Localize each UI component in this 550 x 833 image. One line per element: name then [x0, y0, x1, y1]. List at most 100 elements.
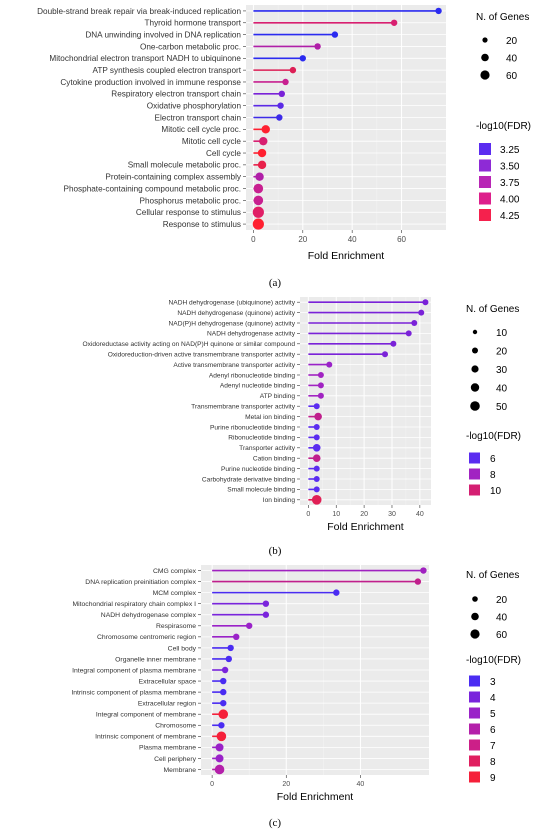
y-tick-label: NAD(P)H dehydrogenase (quinone) activity [169, 320, 296, 327]
y-tick-label: DNA replication preinitiation complex [85, 579, 196, 586]
lollipop-point [253, 195, 264, 206]
y-tick-label: Membrane [164, 767, 197, 774]
lollipop-point [262, 611, 270, 618]
lollipop-point [257, 160, 267, 170]
color-legend-label: 6 [490, 725, 496, 736]
lollipop-point [214, 764, 225, 775]
color-legend-swatch [469, 452, 480, 464]
chart-panel-3: CMG complex DNA replication preinitiation… [71, 565, 521, 829]
lollipop-point [218, 709, 229, 720]
color-legend-title: -log10(FDR) [476, 121, 531, 132]
size-legend-dot [480, 70, 490, 80]
size-legend: N. of Genes 10 20 30 40 50 [466, 304, 519, 413]
x-tick-label: 0 [251, 235, 256, 244]
lollipop-point [313, 403, 320, 410]
color-legend-swatch [479, 192, 491, 205]
y-tick-label: ATP binding [260, 393, 296, 400]
panel-caption: (c) [269, 817, 282, 829]
y-tick-label: Small molecule binding [227, 487, 295, 494]
y-tick-label: NADH dehydrogenase complex [101, 612, 197, 619]
color-legend-label: 6 [490, 454, 496, 465]
color-legend: -log10(FDR) 3 4 5 6 7 8 9 [466, 655, 521, 784]
y-tick-label: Respiratory electron transport chain [111, 90, 241, 99]
series-marks [252, 7, 442, 230]
lollipop-point [405, 330, 412, 337]
y-tick-label: Transmembrane transporter activity [191, 404, 296, 411]
size-legend-title: N. of Genes [476, 12, 529, 23]
size-legend-label: 40 [506, 53, 518, 64]
y-tick-label: Oxidative phosphorylation [147, 102, 242, 111]
y-tick-label: Mitotic cell cycle [182, 137, 242, 146]
lollipop-point [253, 183, 264, 194]
color-legend-label: 9 [490, 773, 496, 784]
size-legend-title: N. of Genes [466, 304, 519, 315]
y-tick-label: Oxidoreduction-driven active transmembra… [108, 352, 296, 359]
y-tick-label: Integral component of membrane [96, 712, 196, 719]
y-tick-label: Small molecule metabolic proc. [128, 161, 241, 170]
lollipop-point [233, 633, 240, 641]
y-tick-label: Thyroid hormone transport [145, 19, 242, 28]
y-tick-label: Phosphate-containing compound metabolic … [63, 184, 241, 193]
size-legend-dot [481, 53, 489, 62]
color-legend-label: 8 [490, 470, 496, 481]
lollipop-point [317, 382, 324, 389]
lollipop-point [314, 412, 322, 421]
y-tick-label: Respirasome [156, 623, 196, 630]
y-axis: Double-strand break repair via break-ind… [37, 7, 246, 229]
y-tick-label: DNA unwinding involved in DNA replicatio… [85, 30, 241, 39]
lollipop-point [261, 125, 270, 134]
x-tick-label: 20 [360, 511, 368, 518]
lollipop-point [314, 43, 321, 50]
size-legend-label: 10 [496, 328, 508, 339]
color-legend-title: -log10(FDR) [466, 431, 521, 442]
color-legend-title: -log10(FDR) [466, 655, 521, 666]
lollipop-point [326, 361, 333, 368]
y-tick-label: Mitotic cell cycle proc. [161, 125, 241, 134]
color-legend-swatch [479, 176, 491, 188]
panel-caption: (a) [269, 277, 282, 289]
lollipop-point [259, 136, 268, 146]
grid [300, 297, 431, 505]
y-tick-label: Mitochondrial respiratory chain complex … [72, 601, 196, 608]
size-legend-label: 50 [496, 402, 508, 413]
size-legend-label: 30 [496, 365, 508, 376]
size-legend-label: 60 [496, 630, 508, 641]
lollipop-point [252, 206, 264, 218]
y-tick-label: Mitochondrial electron transport NADH to… [49, 54, 241, 63]
lollipop-point [313, 465, 320, 472]
chart-panel-2: NADH dehydrogenase (ubiquinone) activity… [82, 297, 521, 557]
y-tick-label: ATP synthesis coupled electron transport [92, 66, 241, 75]
color-legend-label: 3 [490, 677, 496, 688]
x-tick-label: 40 [348, 235, 357, 244]
lollipop-point [390, 19, 398, 26]
lollipop-point [252, 218, 264, 230]
y-tick-label: Electron transport chain [155, 113, 242, 122]
y-tick-label: Phosphorus metabolic proc. [140, 196, 242, 205]
y-tick-label: Cell body [168, 645, 197, 652]
y-tick-label: Metal ion binding [245, 414, 295, 421]
y-tick-label: NADH dehydrogenase (quinone) activity [177, 310, 295, 317]
y-tick-label: NADH dehydrogenase activity [207, 331, 296, 338]
lollipop-point [418, 309, 425, 316]
size-legend-label: 20 [496, 595, 508, 606]
lollipop-point [289, 66, 297, 74]
color-legend-swatch [469, 723, 480, 735]
x-tick-label: 60 [397, 235, 406, 244]
x-tick-label: 30 [388, 511, 396, 518]
y-axis: NADH dehydrogenase (ubiquinone) activity… [82, 300, 300, 504]
lollipop-point [220, 699, 227, 707]
y-tick-label: Ion binding [263, 497, 296, 504]
lollipop-point [317, 392, 324, 399]
size-legend-label: 20 [496, 346, 508, 357]
lollipop-point [227, 644, 234, 652]
lollipop-point [282, 78, 289, 86]
color-legend: -log10(FDR) 6 8 10 [466, 431, 521, 497]
y-tick-label: MCM complex [153, 590, 197, 597]
y-tick-label: CMG complex [153, 568, 197, 575]
y-tick-label: Purine ribonucleotide binding [210, 424, 295, 431]
color-legend-swatch [469, 771, 480, 783]
y-tick-label: Chromosome centromeric region [97, 634, 196, 641]
x-axis: 0 20 40 60 Fold Enrichment [251, 230, 407, 262]
lollipop-point [220, 688, 227, 696]
